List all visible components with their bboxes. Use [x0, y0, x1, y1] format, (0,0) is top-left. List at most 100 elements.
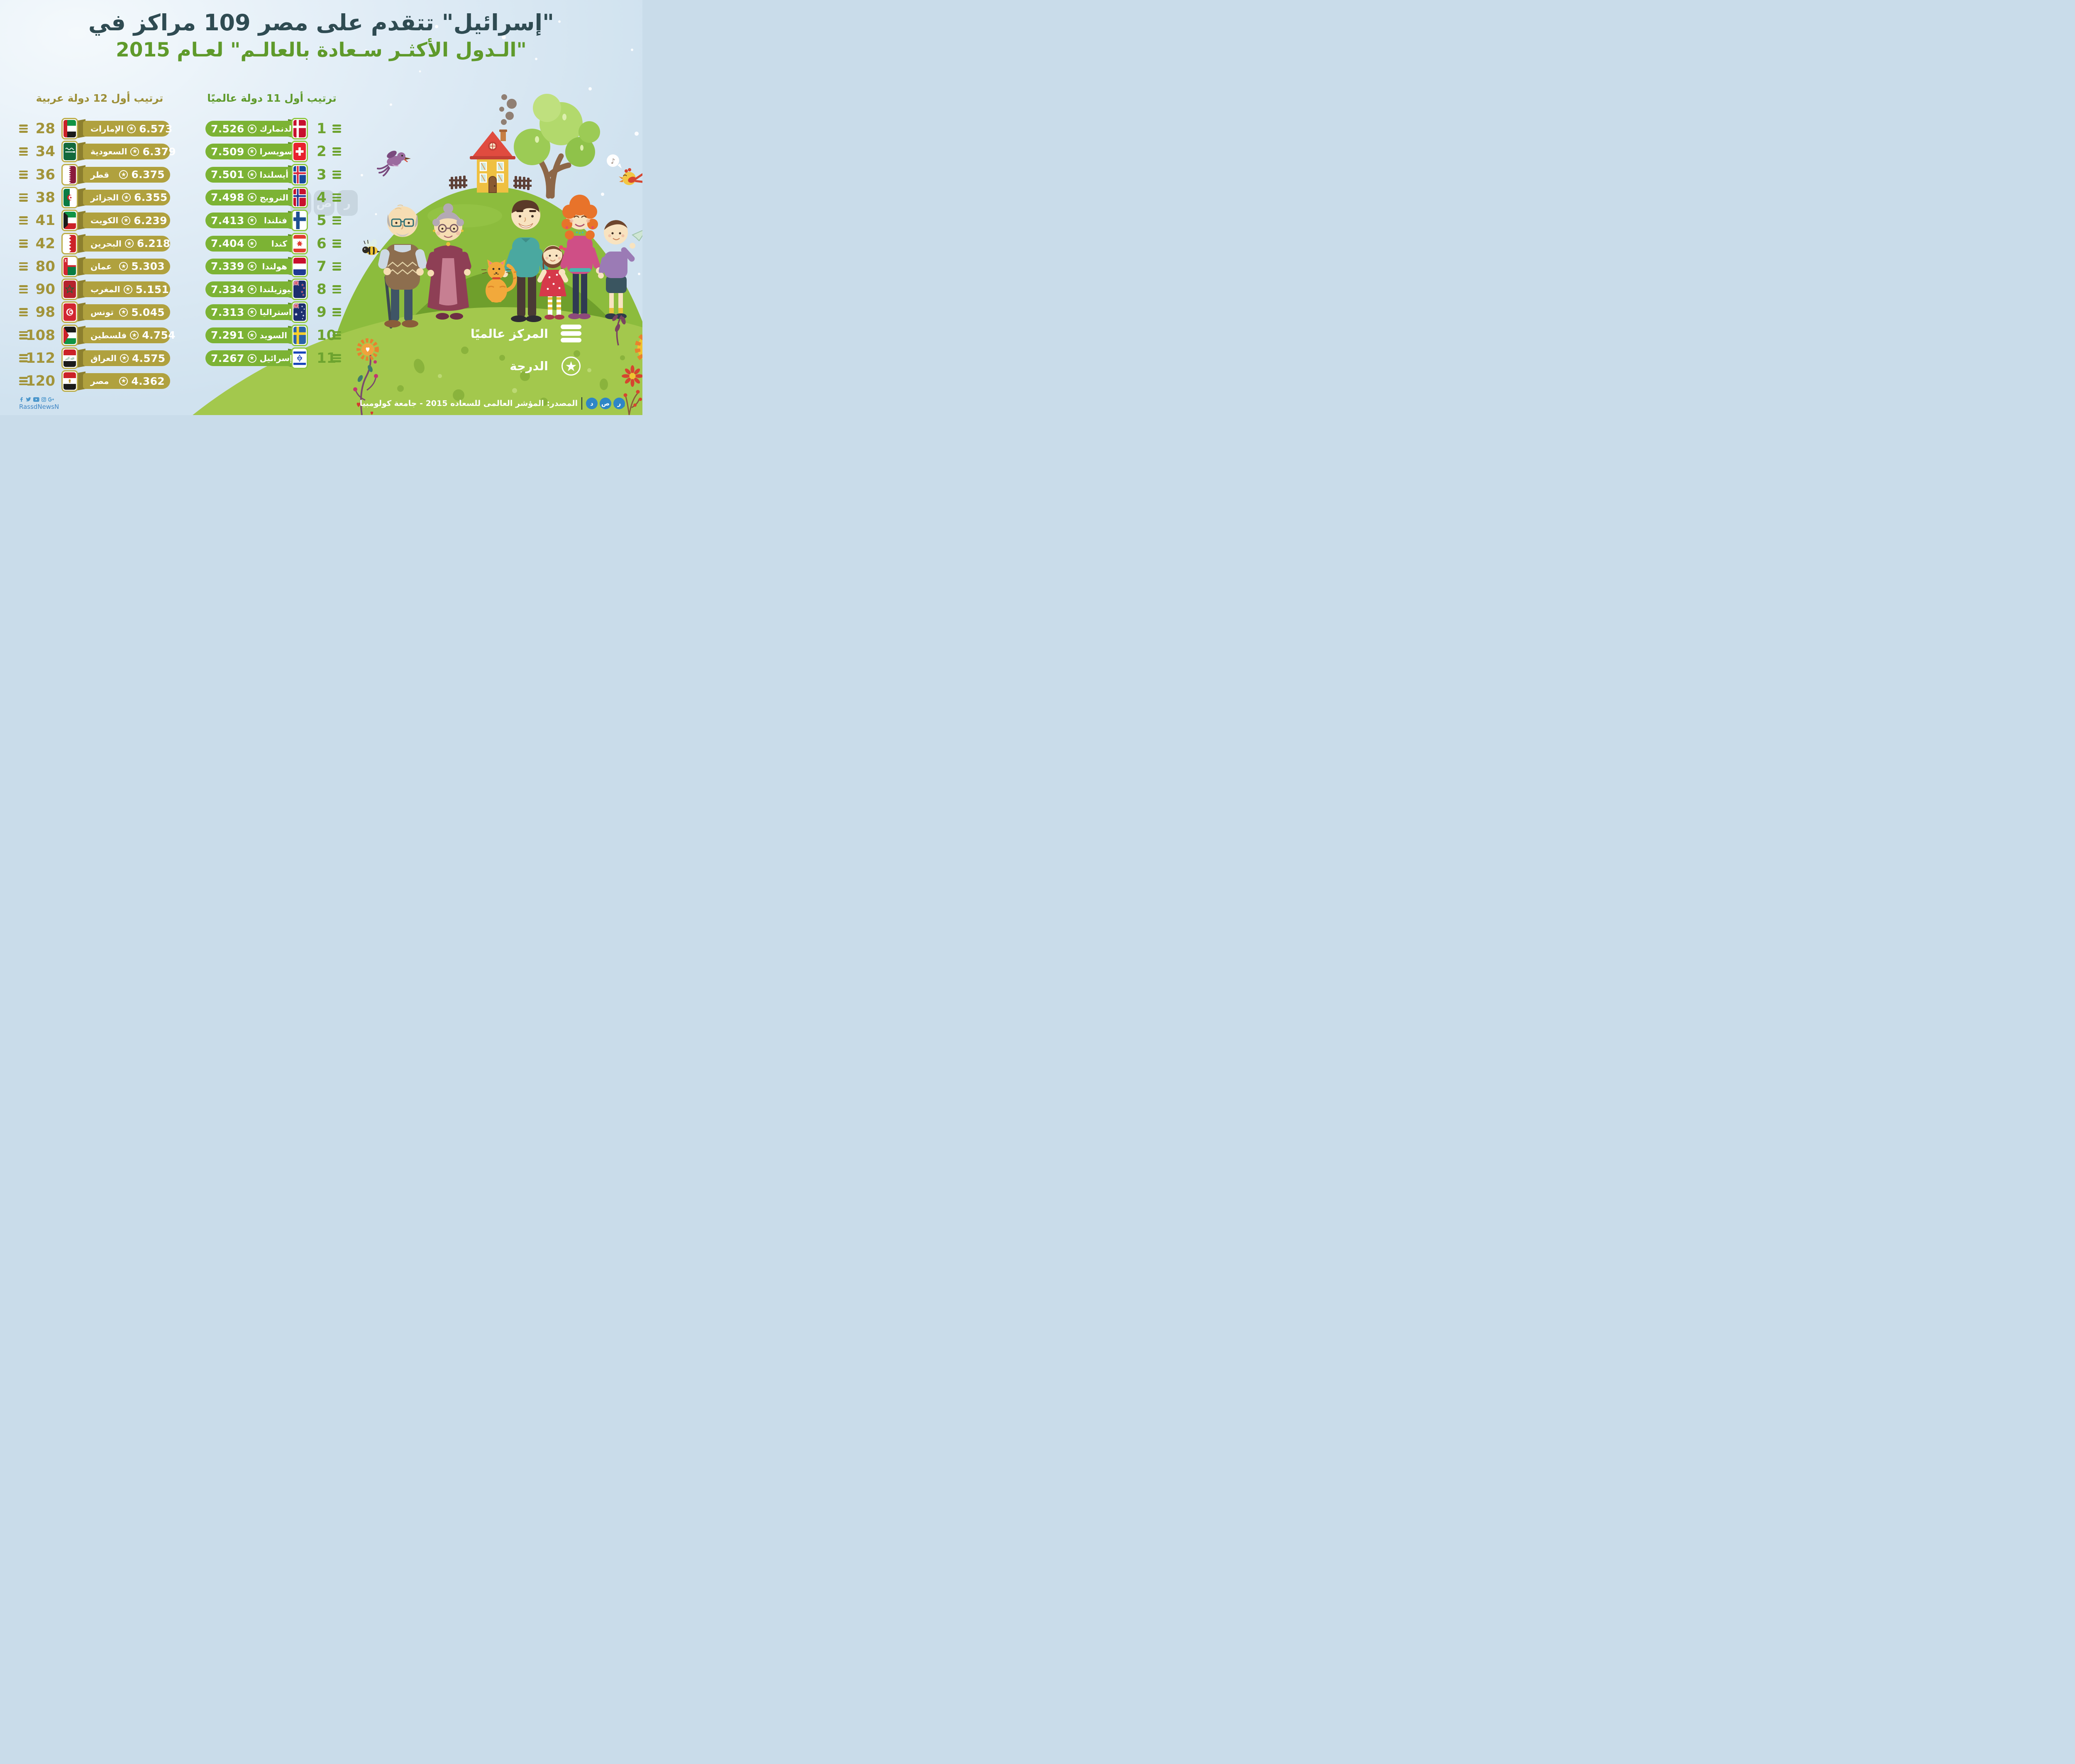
country-score-pill: فلسطين ★ 4.754: [83, 327, 176, 343]
global-rank-value: 108: [26, 327, 55, 344]
score-star-icon: ★: [119, 170, 128, 179]
world-ranking-row: 7.334 ★ نيوزيلندا 8: [0, 278, 349, 301]
rank-bars-icon: [19, 262, 28, 271]
world-column-header: ترتيب أول 11 دولة عالميًا: [207, 92, 337, 104]
world-ranking-row: 7.498 ★ النرويج 4: [0, 186, 349, 209]
google-plus-icon: [48, 397, 54, 402]
score-star-icon: ★: [122, 193, 131, 202]
country-score-pill: 7.498 ★ النرويج: [205, 189, 295, 205]
source-bar: المصدر: المؤشر العالمى للسعاده 2015 - جا…: [360, 397, 625, 410]
brand-letter-circle: ر: [613, 398, 625, 409]
country-score-pill: العراق ★ 4.575: [83, 350, 170, 366]
rank-bars-icon: [19, 125, 28, 133]
country-score-pill: 7.267 ★ إسرائيل: [205, 350, 295, 366]
flag-uae-icon: [61, 118, 78, 139]
happiness-score: 6.239: [134, 214, 167, 227]
global-rank-value: 3: [317, 166, 327, 183]
country-score-pill: مصر ★ 4.362: [83, 373, 170, 389]
score-star-icon: ★: [120, 354, 129, 363]
arab-ranking-row: 98 تونس ★ 5.045: [0, 301, 349, 324]
country-name: إسرائيل: [259, 353, 293, 363]
country-name: استراليا: [259, 307, 292, 318]
score-star-icon: ★: [247, 170, 256, 179]
headline: "إسرائيل" تتقدم على مصر 109 مراكز في "ال…: [0, 10, 642, 61]
happiness-score: 7.291: [211, 329, 244, 342]
country-score-pill: 7.509 ★ سويسرا: [205, 144, 295, 160]
score-star-icon: ★: [130, 331, 139, 340]
svg-text:الله أكبر: الله أكبر: [65, 357, 74, 360]
country-name: الجزائر: [90, 192, 119, 203]
global-rank-value: 80: [35, 258, 55, 275]
country-name: الكويت: [90, 215, 119, 226]
happiness-score: 7.526: [211, 122, 244, 135]
happiness-score: 6.379: [142, 145, 176, 158]
score-star-icon: ★: [124, 239, 134, 248]
score-star-icon: ★: [119, 262, 128, 271]
score-star-icon: ★: [123, 285, 132, 294]
score-star-icon: ★: [119, 308, 128, 317]
legend-score-label: الدرجة: [510, 359, 548, 373]
legend-rank-row: المركز عالميًا: [471, 325, 581, 342]
score-star-icon: ★: [247, 354, 256, 363]
happiness-score: 4.362: [131, 375, 165, 387]
headline-line2: "الـدول الأكثـر سـعادة بالعالـم" لعـام 2…: [116, 39, 527, 62]
happiness-score: 5.303: [131, 260, 165, 273]
rank-bars-icon: [19, 308, 28, 317]
happiness-score: 6.355: [134, 191, 168, 204]
global-rank-value: 120: [26, 373, 55, 390]
social-block: RassdNewsN: [19, 397, 59, 410]
country-name: فلسطين: [90, 330, 127, 340]
global-rank-value: 2: [317, 143, 327, 160]
country-score-pill: السعودية ★ 6.379: [83, 144, 176, 160]
happiness-score: 7.501: [211, 169, 244, 181]
arab-ranking-row: 120 مصر ★ 4.362: [0, 369, 349, 393]
instagram-icon: [41, 397, 46, 402]
happiness-score: 4.575: [132, 352, 166, 364]
country-score-pill: 7.413 ★ فنلندا: [205, 213, 295, 229]
happiness-score: 5.045: [131, 306, 165, 318]
legend-rank-label: المركز عالميًا: [470, 326, 548, 341]
flag-newzealand-icon: [291, 279, 308, 301]
country-score-pill: الإمارات ★ 6.573: [83, 121, 172, 137]
score-star-icon: ★: [130, 147, 139, 156]
youtube-icon: [33, 397, 39, 402]
country-name: كندا: [271, 238, 287, 249]
country-score-pill: تونس ★ 5.045: [83, 304, 170, 320]
rank-bars-icon: [19, 354, 28, 362]
rank-bars-icon: [19, 285, 28, 294]
country-name: الدنمارك: [259, 124, 295, 134]
world-ranking-row: 7.509 ★ سويسرا 2: [0, 140, 349, 163]
social-icons: [19, 397, 59, 402]
score-star-icon: ★: [247, 262, 256, 271]
flag-canada-icon: [291, 232, 308, 254]
rank-bars-icon: [19, 216, 28, 225]
score-star-icon: ★: [122, 216, 131, 225]
rank-bars-icon: [332, 170, 341, 179]
country-score-pill: 7.526 ★ الدنمارك: [205, 121, 295, 137]
brand-letter-circle: د: [586, 398, 598, 409]
rank-bars-icon: [332, 147, 341, 156]
country-name: سويسرا: [259, 147, 293, 157]
headline-line1: "إسرائيل" تتقدم على مصر 109 مراكز في: [88, 10, 554, 36]
separator-line: [581, 397, 582, 410]
flag-kuwait-icon: [61, 210, 78, 232]
happiness-score: 7.509: [211, 145, 244, 158]
flag-finland-icon: [291, 210, 308, 232]
flag-netherlands-icon: [291, 255, 308, 277]
happiness-score: 5.151: [135, 283, 169, 296]
country-name: الإمارات: [90, 124, 124, 134]
global-rank-value: 1: [317, 120, 327, 137]
flag-switzerland-icon: [291, 141, 308, 163]
happiness-score: 7.404: [211, 237, 244, 249]
score-star-icon: ★: [127, 124, 136, 133]
flag-israel-icon: [291, 347, 308, 369]
flag-denmark-icon: [291, 118, 308, 139]
happiness-score: 7.267: [211, 352, 244, 364]
global-rank-value: 34: [35, 143, 55, 160]
global-rank-value: 36: [35, 166, 55, 183]
flag-sweden-icon: [291, 324, 308, 346]
country-score-pill: الجزائر ★ 6.355: [83, 189, 170, 205]
flag-egypt-icon: [61, 370, 78, 392]
country-name: العراق: [90, 353, 117, 363]
country-name: عمان: [90, 261, 112, 271]
